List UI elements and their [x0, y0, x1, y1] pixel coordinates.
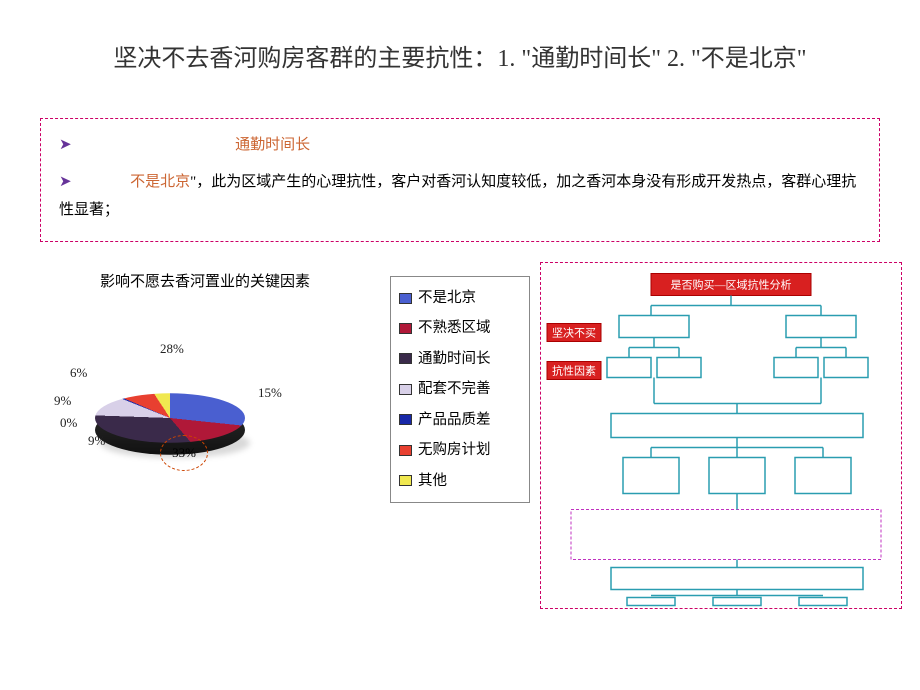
legend-item: 不是北京 [399, 283, 521, 313]
highlight-1: 通勤时间长 [235, 137, 310, 153]
flow-dashed-box [571, 509, 881, 559]
lower-section: 影响不愿去香河置业的关键因素 28% 15% 33% 9% 0% 9% 6% 不… [0, 252, 920, 609]
chart-title: 影响不愿去香河置业的关键因素 [30, 270, 380, 291]
legend-label: 不是北京 [418, 283, 476, 313]
svg-text:坚决不买: 坚决不买 [552, 326, 596, 339]
callout-line-2: ➤ xxxxxx 不是北京"，此为区域产生的心理抗性，客户对香河认知度较低，加之… [59, 168, 861, 225]
pct-28: 28% [160, 341, 184, 357]
callout-box: ➤ xxxxxxxxxxxxxxxxxxxx 通勤时间长 ➤ xxxxxx 不是… [40, 118, 880, 242]
flowchart-area: 是否购买—区域抗性分析 坚决不买 抗性因素 [540, 262, 902, 609]
pct-6: 6% [70, 365, 87, 381]
legend-swatch [399, 293, 412, 304]
page-title: 坚决不去香河购房客群的主要抗性：1. "通勤时间长" 2. "不是北京" [0, 0, 920, 98]
legend-item: 产品品质差 [399, 405, 521, 435]
legend-swatch [399, 445, 412, 456]
bullet-icon: ➤ [59, 136, 72, 153]
svg-text:抗性因素: 抗性因素 [552, 363, 596, 377]
legend-swatch [399, 475, 412, 486]
legend: 不是北京不熟悉区域通勤时间长配套不完善产品品质差无购房计划其他 [390, 276, 530, 503]
pct-9a: 9% [88, 433, 105, 449]
pct-33-callout: 33% [160, 435, 208, 471]
pie-top [95, 393, 245, 443]
legend-item: 配套不完善 [399, 374, 521, 404]
pct-9b: 9% [54, 393, 71, 409]
highlight-2: 不是北京 [130, 174, 190, 190]
pct-0: 0% [60, 415, 77, 431]
legend-label: 配套不完善 [418, 374, 491, 404]
legend-label: 无购房计划 [418, 435, 491, 465]
legend-item: 不熟悉区域 [399, 313, 521, 343]
legend-swatch [399, 384, 412, 395]
flowchart: 是否购买—区域抗性分析 坚决不买 抗性因素 [541, 263, 901, 608]
legend-label: 产品品质差 [418, 405, 491, 435]
pct-15: 15% [258, 385, 282, 401]
legend-label: 不熟悉区域 [418, 313, 491, 343]
legend-label: 通勤时间长 [418, 344, 491, 374]
pie-chart: 28% 15% 33% 9% 0% 9% 6% [40, 303, 300, 503]
legend-label: 其他 [418, 466, 447, 496]
legend-swatch [399, 414, 412, 425]
callout-line-1: ➤ xxxxxxxxxxxxxxxxxxxx 通勤时间长 [59, 131, 861, 160]
legend-item: 其他 [399, 466, 521, 496]
legend-swatch [399, 323, 412, 334]
bullet-icon: ➤ [59, 173, 72, 190]
legend-swatch [399, 353, 412, 364]
legend-item: 无购房计划 [399, 435, 521, 465]
flow-header-text: 是否购买—区域抗性分析 [671, 277, 792, 291]
pie-chart-area: 影响不愿去香河置业的关键因素 28% 15% 33% 9% 0% 9% 6% [30, 262, 380, 609]
legend-item: 通勤时间长 [399, 344, 521, 374]
